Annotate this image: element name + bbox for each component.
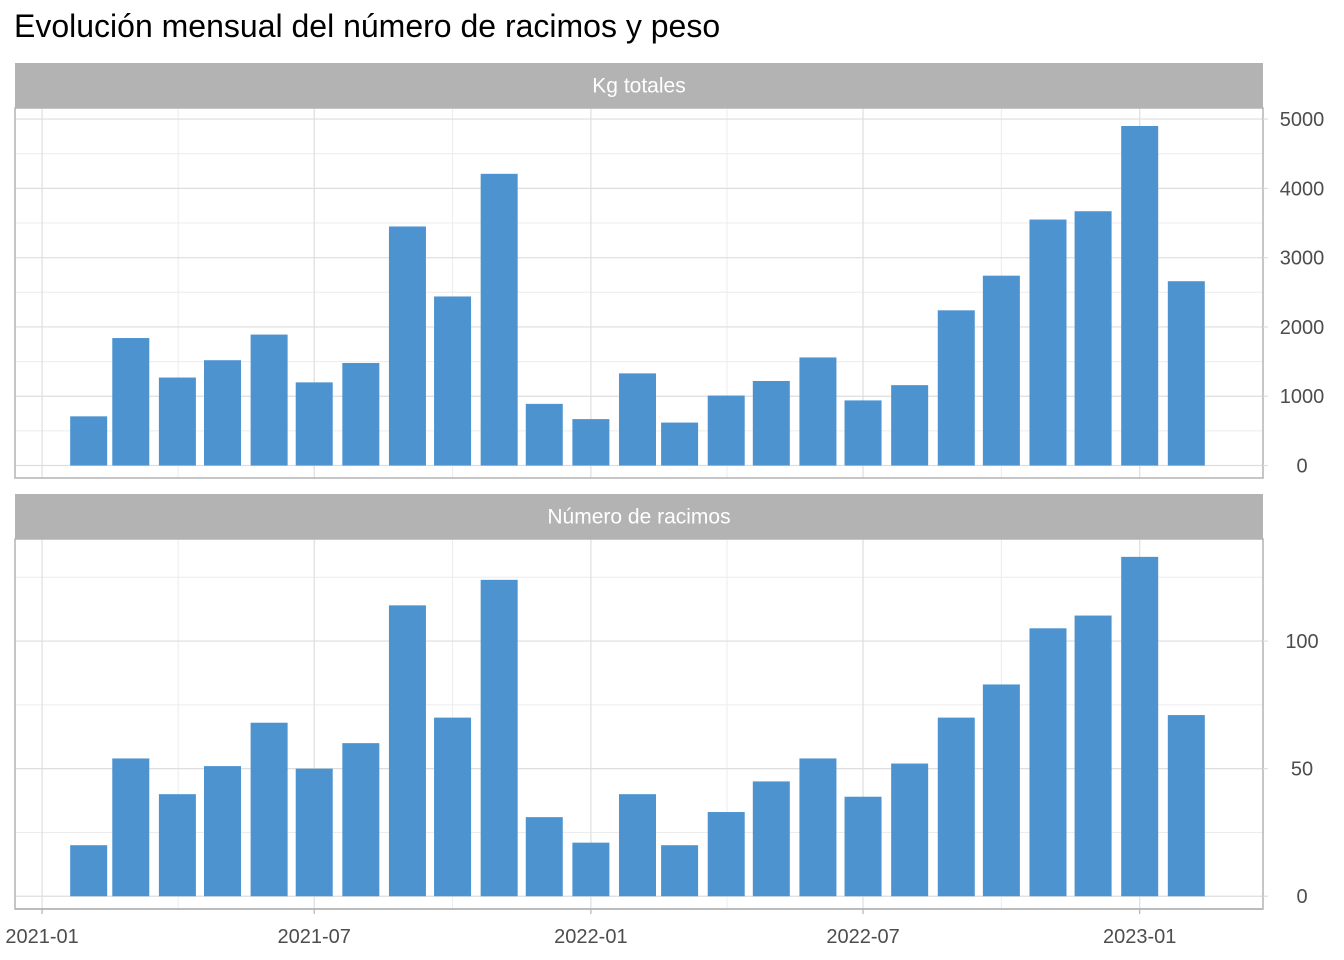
bar-1-2022-01 xyxy=(572,842,610,897)
bar-0-2022-05 xyxy=(752,380,790,466)
bar-1-2022-03 xyxy=(661,845,699,897)
bar-0-2023-02 xyxy=(1167,281,1205,466)
bar-0-2021-06 xyxy=(250,334,288,466)
facet-strip-0 xyxy=(15,63,1263,108)
y-tick-label: 50 xyxy=(1291,759,1313,781)
bar-1-2021-05 xyxy=(203,766,241,897)
bar-1-2021-11 xyxy=(480,579,518,897)
bar-0-2022-08 xyxy=(891,385,929,466)
bar-0-2022-07 xyxy=(844,400,882,466)
bar-1-2021-06 xyxy=(250,722,288,897)
facet-strip-1 xyxy=(15,494,1263,539)
bar-1-2022-06 xyxy=(799,758,837,897)
y-tick-label: 0 xyxy=(1296,456,1307,478)
bar-1-2023-01 xyxy=(1121,556,1159,897)
bar-0-2021-07 xyxy=(295,382,333,466)
bar-1-2022-08 xyxy=(891,763,929,897)
bar-1-2022-07 xyxy=(844,796,882,897)
bar-0-2022-09 xyxy=(937,310,975,466)
y-tick-label: 4000 xyxy=(1280,178,1325,200)
y-tick-label: 2000 xyxy=(1280,317,1325,339)
bar-1-2023-02 xyxy=(1167,715,1205,897)
bar-1-2021-12 xyxy=(525,817,563,897)
bar-1-2021-07 xyxy=(295,768,333,897)
y-tick-label: 0 xyxy=(1296,886,1307,908)
panel-border-0 xyxy=(14,107,1264,479)
bar-0-2021-02 xyxy=(70,416,108,466)
x-tick-label: 2021-07 xyxy=(278,926,351,948)
bar-0-2022-04 xyxy=(707,395,745,466)
bar-1-2022-02 xyxy=(618,794,656,897)
x-tick-label: 2021-01 xyxy=(5,926,78,948)
bar-1-2022-11 xyxy=(1029,628,1067,897)
bar-1-2021-02 xyxy=(70,845,108,897)
facet-strip-label-1: Número de racimos xyxy=(547,506,730,529)
y-tick-label: 3000 xyxy=(1280,248,1325,270)
bar-0-2022-06 xyxy=(799,357,837,466)
bar-1-2021-08 xyxy=(342,743,380,897)
bar-1-2021-09 xyxy=(388,605,426,897)
bar-0-2022-03 xyxy=(661,422,699,466)
x-tick-label: 2023-01 xyxy=(1103,926,1176,948)
bar-0-2021-03 xyxy=(112,338,150,466)
chart-title: Evolución mensual del número de racimos … xyxy=(14,8,721,44)
bar-0-2023-01 xyxy=(1121,126,1159,466)
bar-0-2022-11 xyxy=(1029,219,1067,466)
bar-0-2021-12 xyxy=(525,403,563,466)
bar-0-2021-04 xyxy=(158,377,196,466)
bar-0-2021-05 xyxy=(203,360,241,466)
y-tick-label: 100 xyxy=(1285,631,1318,653)
bar-0-2021-11 xyxy=(480,173,518,466)
bar-0-2022-10 xyxy=(982,275,1020,466)
bar-0-2021-08 xyxy=(342,362,380,466)
facet-strip-label-0: Kg totales xyxy=(592,75,685,98)
bar-1-2022-09 xyxy=(937,717,975,897)
bar-0-2021-10 xyxy=(434,296,472,466)
bar-1-2022-05 xyxy=(752,781,790,897)
x-tick-label: 2022-01 xyxy=(554,926,627,948)
bar-0-2022-02 xyxy=(618,373,656,466)
y-tick-label: 5000 xyxy=(1280,109,1325,131)
bar-0-2021-09 xyxy=(388,226,426,466)
bar-0-2022-01 xyxy=(572,419,610,466)
bar-1-2022-12 xyxy=(1074,615,1112,897)
bar-1-2021-04 xyxy=(158,794,196,897)
bar-1-2021-03 xyxy=(112,758,150,897)
bar-1-2021-10 xyxy=(434,717,472,897)
bar-1-2022-10 xyxy=(982,684,1020,897)
y-tick-label: 1000 xyxy=(1280,386,1325,408)
x-tick-label: 2022-07 xyxy=(826,926,899,948)
bar-0-2022-12 xyxy=(1074,211,1112,466)
bar-1-2022-04 xyxy=(707,812,745,897)
